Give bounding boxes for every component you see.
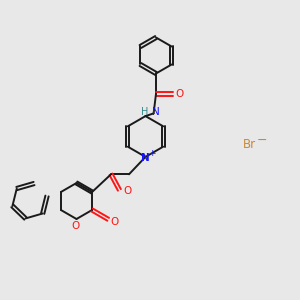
Text: +: + [148,149,155,158]
Text: O: O [176,89,184,99]
Text: −: − [256,134,267,147]
Text: O: O [111,217,119,227]
Text: N: N [152,106,160,117]
Text: O: O [72,220,80,231]
Text: N: N [141,153,150,164]
Text: O: O [124,186,132,197]
Text: Br: Br [242,137,256,151]
Text: H: H [141,106,148,117]
